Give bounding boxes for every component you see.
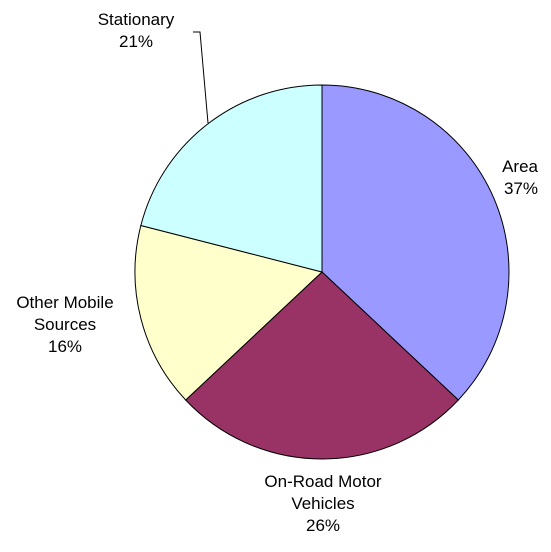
slice-label-stationary: Stationary 21% xyxy=(98,10,175,51)
pie-slice-on-road-motor-vehicles xyxy=(184,271,460,460)
slice-labels: Area 37% On-Road Motor Vehicles 26% Other Mob… xyxy=(16,10,538,535)
leader-lines xyxy=(193,31,209,124)
slice-label-area: Area 37% xyxy=(502,157,538,198)
slice-label-on-road-motor-vehicles: On-Road Motor Vehicles 26% xyxy=(264,472,381,535)
leader-line-stationary xyxy=(193,31,209,124)
pie-slices xyxy=(134,84,510,460)
pie-slice-stationary xyxy=(140,84,323,273)
slice-label-other-mobile-sources: Other Mobile Sources 16% xyxy=(16,293,113,356)
pie-slice-other-mobile-sources xyxy=(134,224,324,401)
pie-slice-area xyxy=(321,84,510,401)
